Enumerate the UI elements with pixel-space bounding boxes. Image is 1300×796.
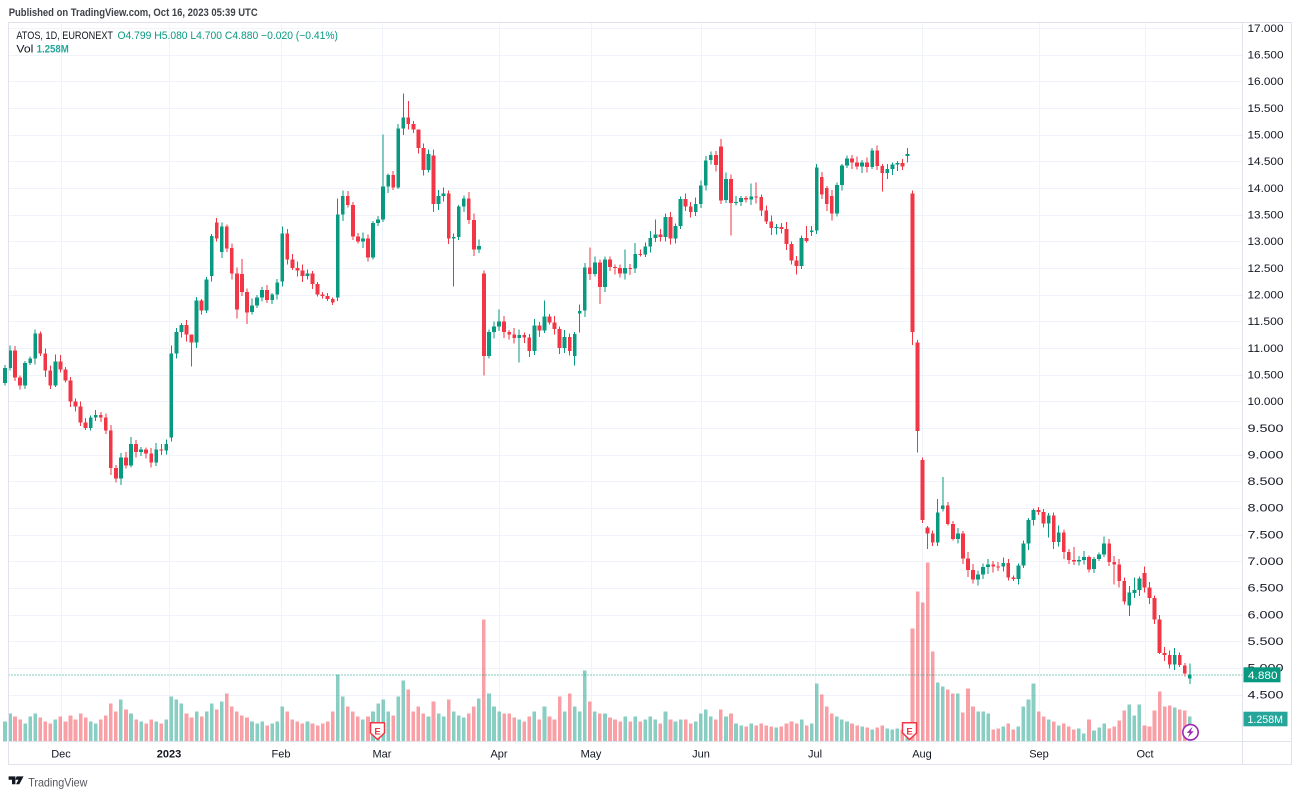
svg-text:12.500: 12.500 xyxy=(1248,263,1284,275)
svg-text:14.000: 14.000 xyxy=(1248,183,1284,195)
svg-text:6.000: 6.000 xyxy=(1248,609,1284,621)
svg-text:7.500: 7.500 xyxy=(1248,529,1284,541)
svg-text:14.500: 14.500 xyxy=(1248,156,1284,168)
svg-text:16.500: 16.500 xyxy=(1248,50,1284,62)
svg-text:2023: 2023 xyxy=(157,748,181,760)
svg-text:ATOS, 1D, EURONEXT: ATOS, 1D, EURONEXT xyxy=(16,30,113,42)
svg-text:4.880: 4.880 xyxy=(1248,670,1278,682)
svg-text:8.000: 8.000 xyxy=(1248,503,1284,515)
svg-text:E: E xyxy=(906,726,912,737)
svg-text:6.500: 6.500 xyxy=(1248,583,1284,595)
svg-text:12.000: 12.000 xyxy=(1248,289,1284,301)
svg-text:O4.799 H5.080 L4.700 C4.880 −0: O4.799 H5.080 L4.700 C4.880 −0.020 (−0.4… xyxy=(118,30,339,42)
svg-text:7.000: 7.000 xyxy=(1248,556,1284,568)
svg-text:Mar: Mar xyxy=(373,748,392,760)
svg-text:15.000: 15.000 xyxy=(1248,130,1284,142)
svg-text:5.500: 5.500 xyxy=(1248,636,1284,648)
svg-text:13.000: 13.000 xyxy=(1248,236,1284,248)
svg-text:8.500: 8.500 xyxy=(1248,476,1284,488)
svg-text:17.000: 17.000 xyxy=(1248,23,1284,35)
svg-text:16.000: 16.000 xyxy=(1248,76,1284,88)
svg-text:11.500: 11.500 xyxy=(1248,316,1284,328)
svg-text:4.500: 4.500 xyxy=(1248,689,1284,701)
svg-text:10.000: 10.000 xyxy=(1248,396,1284,408)
svg-text:Dec: Dec xyxy=(51,748,71,760)
svg-text:11.000: 11.000 xyxy=(1248,343,1284,355)
svg-text:Sep: Sep xyxy=(1029,748,1049,760)
svg-text:15.500: 15.500 xyxy=(1248,103,1284,115)
svg-text:Jul: Jul xyxy=(808,748,822,760)
svg-text:May: May xyxy=(581,748,602,760)
svg-text:Published on TradingView.com,: Published on TradingView.com, Oct 16, 20… xyxy=(9,7,258,19)
svg-text:1.258M: 1.258M xyxy=(1248,714,1284,726)
svg-text:9.500: 9.500 xyxy=(1248,423,1284,435)
svg-text:10.500: 10.500 xyxy=(1248,369,1284,381)
svg-text:TradingView: TradingView xyxy=(28,776,87,790)
svg-text:13.500: 13.500 xyxy=(1248,209,1284,221)
svg-text:Jun: Jun xyxy=(692,748,710,760)
svg-text:E: E xyxy=(374,726,380,737)
svg-text:Apr: Apr xyxy=(490,748,507,760)
svg-text:Oct: Oct xyxy=(1136,748,1153,760)
svg-text:9.000: 9.000 xyxy=(1248,449,1284,461)
svg-text:Aug: Aug xyxy=(912,748,932,760)
svg-text:1.258M: 1.258M xyxy=(37,44,69,56)
svg-text:Feb: Feb xyxy=(272,748,291,760)
svg-text:Vol: Vol xyxy=(16,44,33,56)
